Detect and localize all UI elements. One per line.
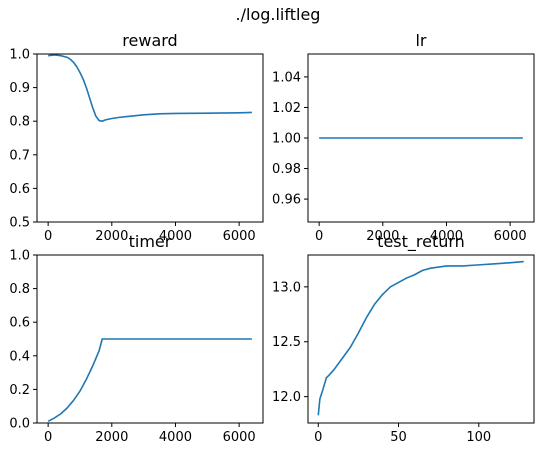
lr-ytick-label: 0.96	[272, 193, 301, 208]
reward-ytick-label: 1.0	[9, 48, 30, 63]
timer-title: timer	[129, 232, 172, 251]
timer-ytick-label: 0.0	[9, 417, 30, 432]
lr-ytick-label: 1.00	[272, 132, 301, 147]
reward-ytick-label: 0.8	[9, 115, 30, 130]
timer-ytick-label: 0.8	[9, 282, 30, 297]
lr-xtick-label: 6000	[494, 229, 527, 244]
test_return-axes: 0 50 100 12.0 12.5 13.0 test_return	[272, 232, 535, 445]
timer-ytick-label: 0.2	[9, 383, 30, 398]
timer-ytick-label: 0.6	[9, 316, 30, 331]
reward-plot-frame	[36, 53, 264, 223]
timer-xtick-label: 4000	[159, 430, 192, 445]
timer-axes: 0 2000 4000 6000 0.0 0.2 0.4 0.6 0.8 1.0 timer	[9, 232, 264, 445]
reward-ytick-label: 0.7	[9, 148, 30, 163]
test_return-plot-frame	[307, 254, 535, 424]
lr-xtick-label: 4000	[430, 229, 463, 244]
lr-title: lr	[415, 31, 426, 50]
lr-axes: 0 2000 4000 6000 0.96 0.98 1.00 1.02 1.04 lr	[272, 31, 535, 244]
timer-ytick-label: 1.0	[9, 249, 30, 264]
reward-series-line	[48, 54, 252, 122]
lr-ytick-label: 1.02	[272, 101, 301, 116]
timer-plot-frame	[36, 254, 264, 424]
lr-xtick-label: 0	[315, 229, 323, 244]
reward-xtick-label: 2000	[95, 229, 128, 244]
lr-xtick-label: 2000	[366, 229, 399, 244]
reward-xtick-label: 0	[44, 229, 52, 244]
figure-suptitle: ./log.liftleg	[236, 5, 321, 24]
lr-ytick-label: 0.98	[272, 162, 301, 177]
reward-xtick-label: 4000	[159, 229, 192, 244]
test_return-series-line	[317, 260, 524, 416]
test_return-xtick-label: 100	[466, 430, 491, 445]
timer-xtick-label: 6000	[223, 430, 256, 445]
timer-series-line	[47, 338, 252, 423]
reward-axes: 0 2000 4000 6000 0.5 0.6 0.7 0.8 0.9 1.0 reward	[9, 31, 264, 244]
timer-xtick-label: 0	[44, 430, 52, 445]
test_return-xtick-label: 0	[314, 430, 322, 445]
reward-title: reward	[122, 31, 177, 50]
test_return-ytick-label: 12.0	[272, 390, 301, 405]
lr-ytick-label: 1.04	[272, 70, 301, 85]
test_return-ytick-label: 13.0	[272, 280, 301, 295]
timer-ytick-label: 0.4	[9, 349, 30, 364]
reward-xtick-label: 6000	[223, 229, 256, 244]
reward-ytick-label: 0.6	[9, 182, 30, 197]
reward-ytick-label: 0.9	[9, 81, 30, 96]
reward-ytick-label: 0.5	[9, 216, 30, 231]
test_return-ytick-label: 12.5	[272, 335, 301, 350]
test_return-title: test_return	[377, 232, 465, 252]
timer-xtick-label: 2000	[95, 430, 128, 445]
test_return-xtick-label: 50	[390, 430, 407, 445]
